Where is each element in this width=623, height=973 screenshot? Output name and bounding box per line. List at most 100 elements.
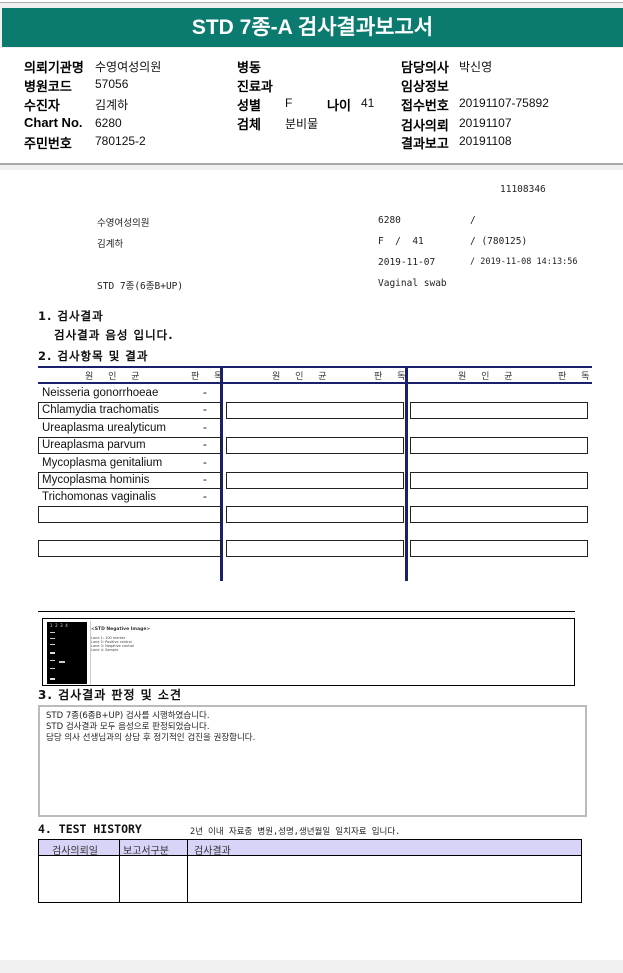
receipt-value: 20191107-75892 — [459, 96, 549, 110]
patient-value: 김계하 — [95, 98, 129, 112]
col-organism-header: 원 인 균 — [272, 372, 333, 382]
institution-label: 의뢰기관명 — [24, 60, 84, 75]
result-cell-box — [226, 540, 404, 557]
organism-result: - — [203, 439, 207, 452]
hospital-code-label: 병원코드 — [24, 79, 72, 94]
section1-title: 1. 검사결과 — [38, 309, 104, 323]
col-result-header: 판 독 — [374, 372, 412, 382]
top-border — [0, 0, 623, 3]
organism-result: - — [203, 491, 207, 504]
gel-legend-item: Lane 3: Negative control — [91, 644, 135, 648]
ward-label: 병동 — [237, 60, 261, 75]
section1-result: 검사결과 음성 입니다. — [54, 328, 174, 342]
patient-label: 수진자 — [24, 98, 60, 113]
report-title: STD 7종-A 검사결과보고서 — [2, 8, 623, 47]
report-institution: 수영여성의원 — [97, 218, 150, 229]
gel-legend-item: Lane 2: Positive control — [91, 640, 132, 644]
result-cell-box — [38, 506, 221, 523]
opinion-line: 담당 의사 선생님과의 상담 후 정기적인 검진을 권장합니다. — [46, 733, 256, 743]
institution-value: 수영여성의원 — [95, 60, 162, 74]
table-header-rule — [38, 382, 592, 384]
organism-name: Ureaplasma parvum — [42, 439, 146, 452]
result-cell-box — [410, 506, 588, 523]
report-id: 11108346 — [500, 184, 546, 195]
gel-legend-item: Lane 1: 100 marker — [91, 636, 126, 640]
organism-result: - — [203, 404, 207, 417]
organism-name: Chlamydia trachomatis — [42, 404, 159, 417]
gel-legend-item: Lane 4: Sample — [91, 648, 119, 652]
opinion-line: STD 검사결과 모두 음성으로 판정되었습니다. — [46, 722, 210, 732]
gel-image-box: 1 2 3 4 <STD Negative Image> Lane 1: 100… — [42, 618, 575, 686]
result-cell-box — [38, 437, 221, 455]
chart-label: Chart No. — [24, 115, 83, 130]
table-top-rule — [38, 366, 592, 368]
organism-result: - — [203, 474, 207, 486]
report-sex-age: F / 41 — [378, 236, 424, 247]
result-cell-box — [410, 472, 588, 489]
section2-title: 2. 검사항목 및 결과 — [38, 349, 149, 363]
column-divider — [220, 366, 223, 581]
history-header-row — [39, 840, 581, 856]
receipt-label: 접수번호 — [401, 98, 449, 113]
history-col-result: 검사결과 — [194, 846, 231, 857]
opinion-line: STD 7종(6종B+UP) 검사를 시행하였습니다. — [46, 711, 210, 721]
organism-result: - — [203, 421, 207, 434]
request-label: 검사의뢰 — [401, 118, 449, 133]
opinion-textbox: STD 7종(6종B+UP) 검사를 시행하였습니다. STD 검사결과 모두 … — [38, 705, 587, 817]
result-cell-box — [226, 402, 404, 420]
report-test: STD 7종(6종B+UP) — [97, 281, 184, 292]
col-result-header: 판 독 — [558, 372, 596, 382]
gel-lanes: 1 2 3 4 — [50, 623, 68, 628]
hospital-code-value: 57056 — [95, 77, 129, 91]
age-value: 41 — [361, 96, 375, 110]
sex-value: F — [285, 96, 293, 110]
organism-name: Trichomonas vaginalis — [42, 491, 156, 504]
organism-name: Mycoplasma genitalium — [42, 456, 163, 469]
report-patient: 김계하 — [97, 239, 124, 250]
report-chart: 6280 — [378, 215, 401, 226]
divider — [38, 611, 575, 612]
request-value: 20191107 — [459, 116, 512, 130]
report-value: 20191108 — [459, 134, 512, 148]
age-label: 나이 — [327, 98, 351, 113]
col-organism-header: 원 인 균 — [85, 372, 146, 382]
organism-result: - — [203, 456, 207, 469]
report-slash: / — [470, 215, 476, 226]
result-cell-box — [226, 472, 404, 489]
gel-caption: <STD Negative Image> — [91, 627, 151, 632]
sex-label: 성별 — [237, 98, 261, 113]
result-cell-box — [410, 540, 588, 557]
report-collect-datetime: / 2019-11-08 14:13:56 — [470, 257, 578, 267]
organism-name: Ureaplasma urealyticum — [42, 421, 166, 434]
history-note: 2년 이내 자료중 병원,성명,생년월일 일치자료 입니다. — [190, 827, 401, 837]
col-result-header: 판 독 — [191, 372, 229, 382]
history-col-type: 보고서구분 — [123, 846, 169, 857]
patient-info-panel: 의뢰기관명 수영여성의원 병원코드 57056 수진자 김계하 Chart No… — [0, 48, 623, 165]
clinical-label: 임상정보 — [401, 79, 449, 94]
section3-title: 3. 검사결과 판정 및 소견 — [38, 688, 182, 702]
result-cell-box — [38, 540, 221, 557]
result-cell-box — [38, 472, 221, 489]
report-label: 결과보고 — [401, 136, 449, 151]
organism-result: - — [203, 387, 207, 399]
doctor-value: 박신영 — [459, 60, 493, 74]
result-cell-box — [226, 437, 404, 455]
report-specimen: Vaginal swab — [378, 278, 447, 289]
gel-image: 1 2 3 4 — [47, 622, 87, 684]
gel-legend: Lane 1: 100 marker Lane 2: Positive cont… — [91, 636, 134, 652]
result-cell-box — [410, 402, 588, 420]
specimen-label: 검체 — [237, 117, 261, 132]
history-table: 검사의뢰일 보고서구분 검사결과 — [38, 839, 582, 903]
report-birth: / (780125) — [470, 236, 528, 247]
section4-title: 4. TEST HISTORY — [38, 822, 142, 836]
report-request-date: 2019-11-07 — [378, 257, 436, 268]
result-cell-box — [38, 402, 221, 420]
specimen-value: 분비물 — [285, 117, 319, 131]
column-divider — [405, 366, 408, 581]
report-page — [0, 170, 623, 960]
organism-name: Neisseria gonorrhoeae — [42, 387, 159, 399]
rrn-value: 780125-2 — [95, 134, 146, 148]
history-col-date: 검사의뢰일 — [52, 846, 98, 857]
organism-name: Mycoplasma hominis — [42, 474, 150, 486]
doctor-label: 담당의사 — [401, 60, 449, 75]
